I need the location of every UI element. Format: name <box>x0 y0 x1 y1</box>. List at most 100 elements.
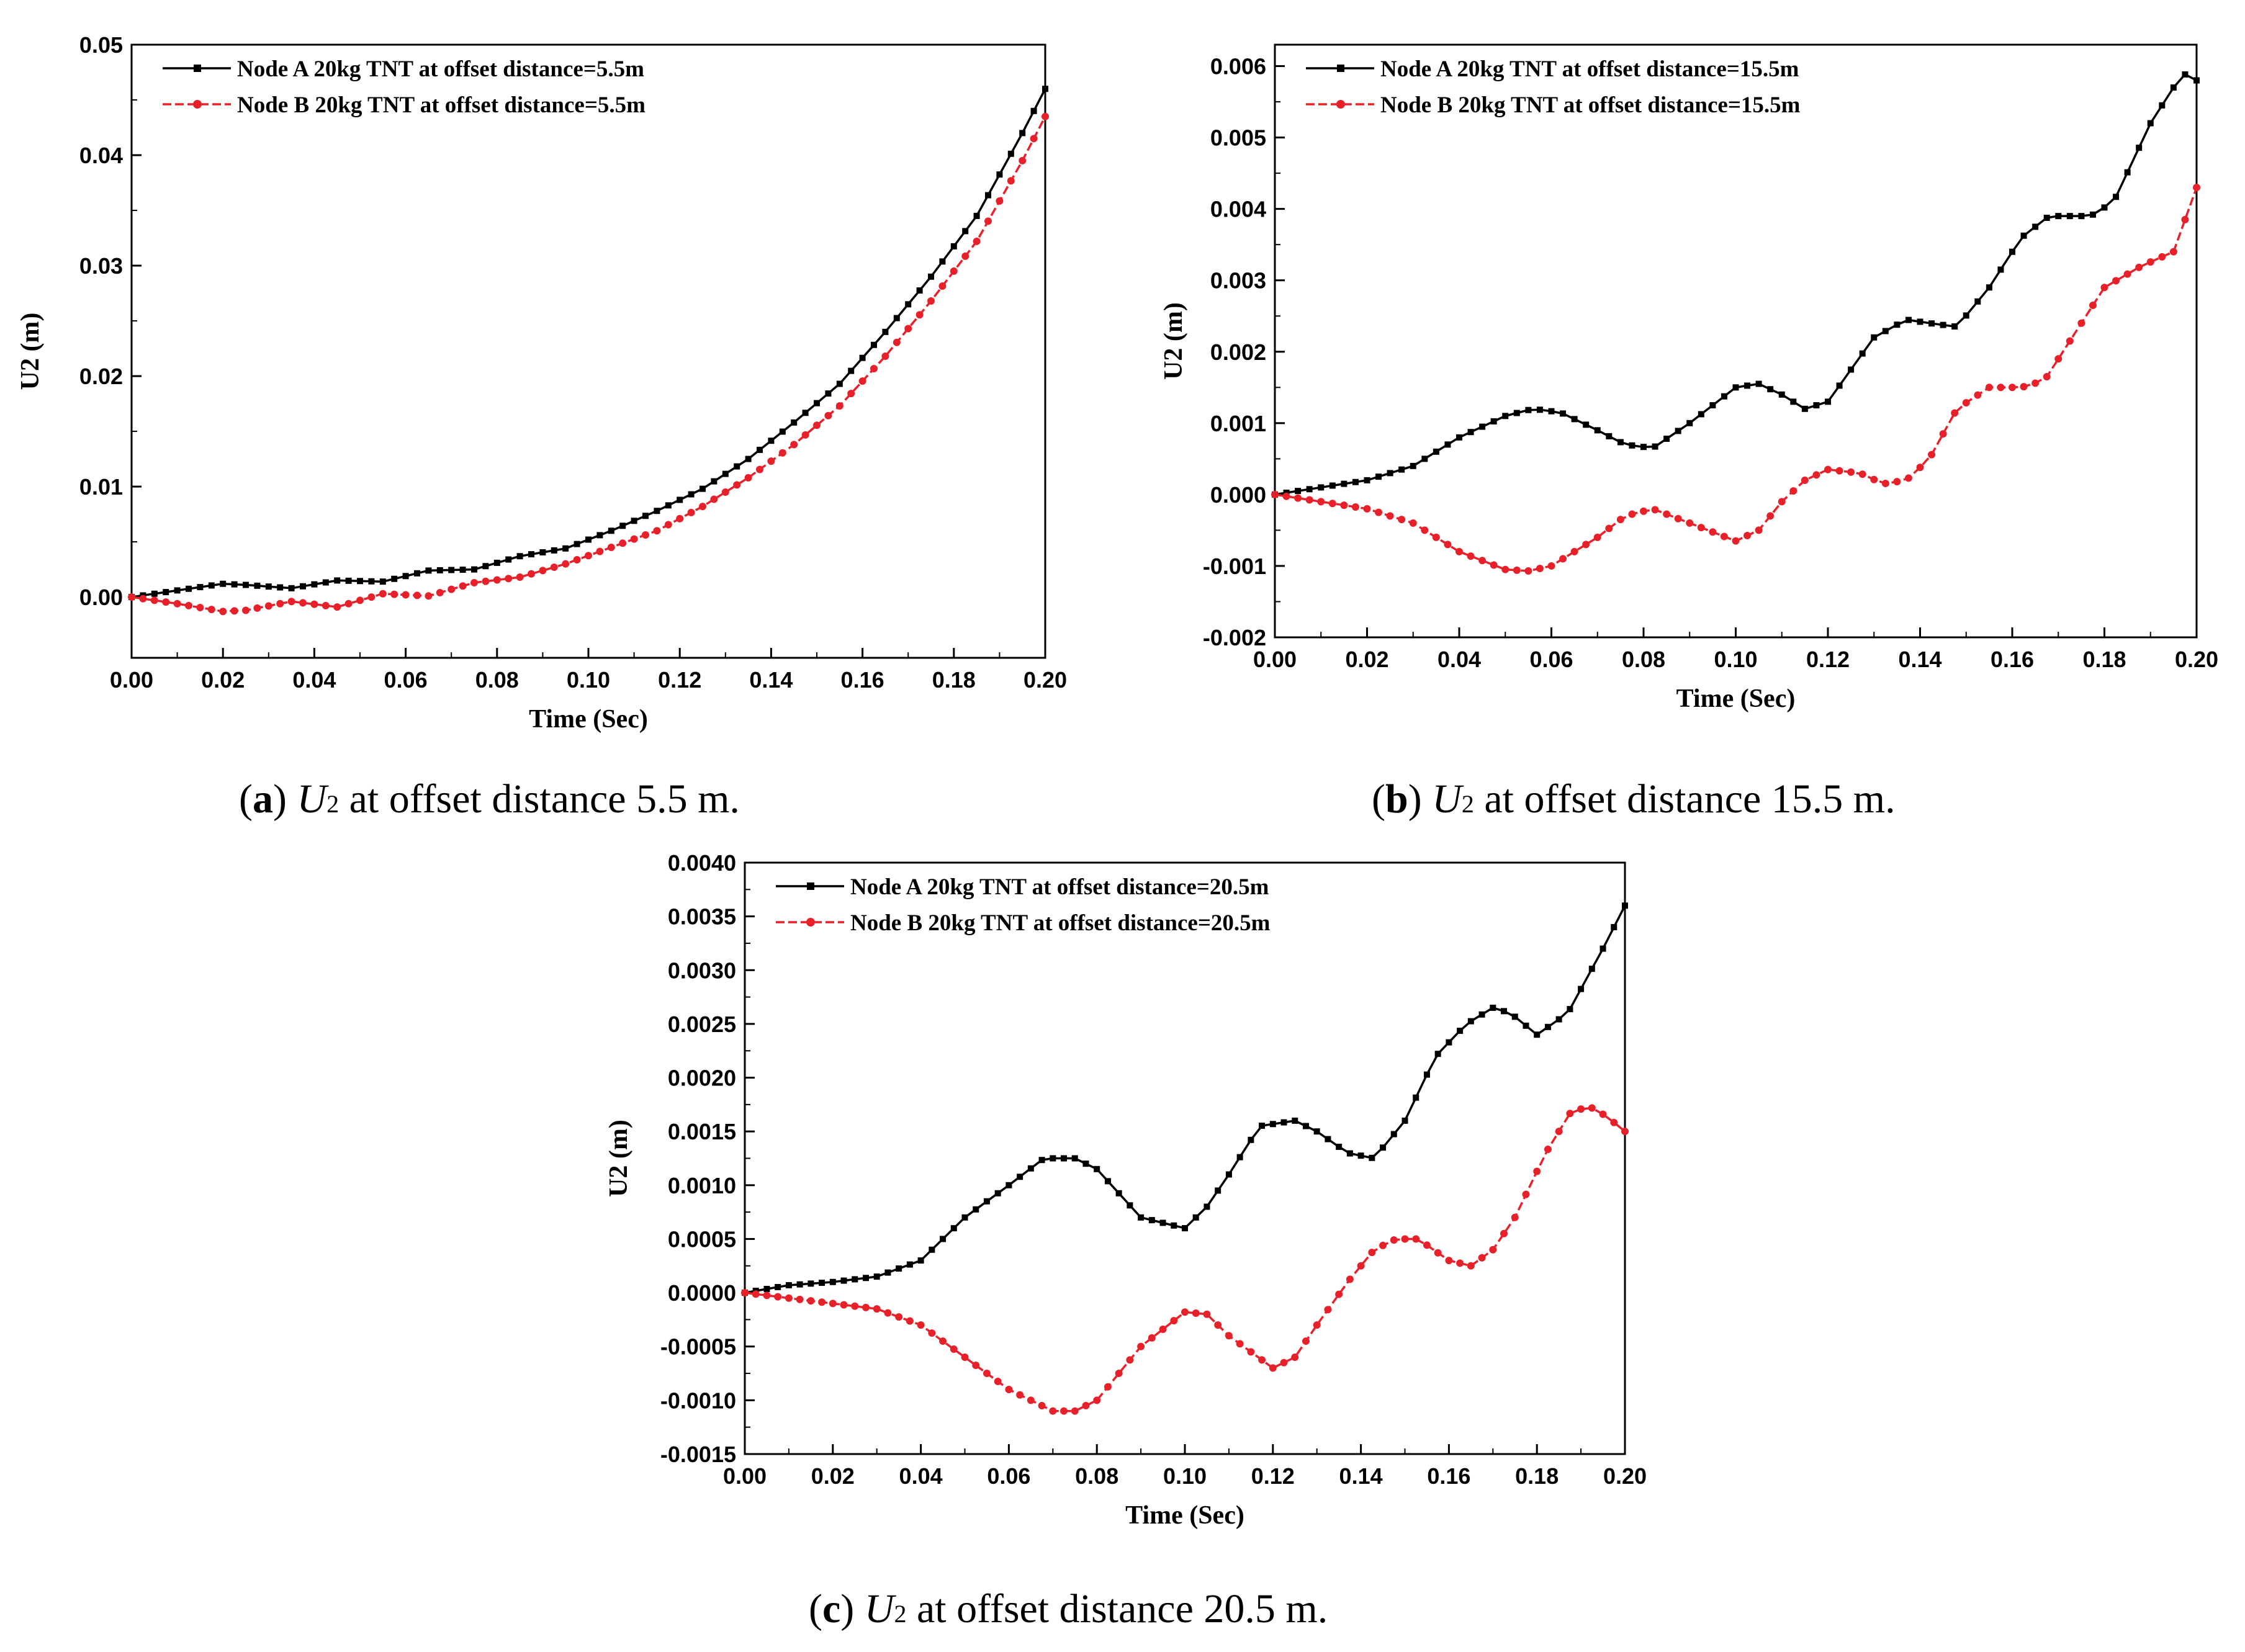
data-point-node-a-b <box>1871 334 1878 341</box>
data-point-node-a-c <box>785 1282 792 1288</box>
data-point-node-a-b <box>1410 462 1416 469</box>
data-point-node-b-c <box>1126 1356 1134 1364</box>
data-point-node-a-b <box>2170 84 2177 91</box>
data-point-node-a-a <box>231 581 238 588</box>
data-point-node-a-a <box>425 567 432 574</box>
y-axis-title-c: U2 (m) <box>605 1120 633 1197</box>
data-point-node-b-c <box>796 1295 804 1303</box>
series-line-a-node-a <box>131 88 1046 598</box>
data-point-node-a-a <box>357 578 363 585</box>
data-point-node-b-c <box>1423 1241 1431 1249</box>
data-point-node-b-b <box>2100 284 2108 292</box>
data-point-node-a-c <box>1071 1155 1078 1162</box>
y-tick-label-a: 0.03 <box>79 253 123 279</box>
data-point-node-b-a <box>356 596 364 604</box>
data-point-node-b-b <box>2146 258 2154 266</box>
data-point-node-a-b <box>1663 435 1670 442</box>
data-point-node-a-a <box>1007 150 1014 157</box>
data-point-node-b-a <box>139 595 147 603</box>
data-point-node-b-c <box>994 1378 1002 1386</box>
data-point-node-a-a <box>482 563 489 570</box>
data-point-node-a-b <box>1560 410 1567 417</box>
data-point-node-a-b <box>1732 384 1739 391</box>
y-tick-label-a: 0.00 <box>79 585 123 610</box>
data-point-node-a-c <box>1446 1039 1452 1046</box>
caption-c-text: at offset distance 20.5 m. <box>906 1586 1328 1632</box>
data-point-node-a-a <box>745 456 752 462</box>
caption-b-subscript: 2 <box>1461 790 1474 818</box>
data-point-node-a-c <box>1302 1123 1309 1129</box>
data-point-node-a-b <box>1594 427 1601 434</box>
data-point-node-b-b <box>1743 532 1752 540</box>
data-point-node-b-b <box>1478 557 1487 565</box>
data-point-node-a-c <box>1478 1011 1485 1018</box>
data-point-node-b-a <box>858 377 866 385</box>
data-point-node-b-a <box>619 539 627 547</box>
data-point-node-a-c <box>1104 1178 1111 1185</box>
data-point-node-b-c <box>1280 1358 1288 1367</box>
data-point-node-b-c <box>1478 1254 1486 1262</box>
data-point-node-b-b <box>1881 480 1889 488</box>
data-point-node-a-b <box>1721 393 1727 400</box>
data-point-node-b-a <box>379 590 387 598</box>
data-point-node-b-c <box>1016 1391 1024 1399</box>
data-point-node-b-c <box>1445 1257 1453 1265</box>
data-point-node-b-c <box>862 1303 870 1311</box>
data-point-node-b-c <box>928 1329 936 1337</box>
data-point-node-b-a <box>881 352 889 361</box>
data-point-node-a-b <box>1882 328 1889 334</box>
data-point-node-a-a <box>459 567 466 573</box>
caption-a-text: at offset distance 5.5 m. <box>339 776 740 822</box>
data-point-node-b-a <box>459 582 467 590</box>
data-point-node-a-c <box>1115 1190 1122 1196</box>
data-point-node-b-a <box>870 365 878 373</box>
data-point-node-a-b <box>1686 420 1693 426</box>
data-point-node-a-c <box>1534 1031 1541 1038</box>
data-point-node-b-b <box>1628 510 1636 518</box>
data-point-node-a-c <box>1588 966 1595 972</box>
caption-a-variable: U <box>297 776 327 822</box>
data-point-node-a-c <box>961 1214 968 1221</box>
data-point-node-b-b <box>2077 319 2085 327</box>
data-point-node-a-b <box>1974 298 1981 305</box>
data-point-node-a-b <box>2193 77 2200 84</box>
data-point-node-b-a <box>128 593 135 601</box>
data-point-node-b-a <box>562 560 570 568</box>
data-point-node-a-b <box>1352 478 1359 485</box>
data-point-node-b-c <box>983 1370 991 1378</box>
data-point-node-a-b <box>2020 232 2027 239</box>
x-tick-label-a: 0.02 <box>201 667 245 693</box>
x-axis-title-a: Time (Sec) <box>529 705 648 734</box>
data-point-node-a-c <box>929 1246 935 1253</box>
data-point-node-a-c <box>1269 1121 1276 1128</box>
data-point-node-b-b <box>2054 355 2063 363</box>
data-point-node-b-a <box>756 465 763 474</box>
data-point-node-a-b <box>1801 405 1808 412</box>
x-tick-label-b: 0.16 <box>1991 647 2034 672</box>
data-point-node-b-a <box>482 577 490 585</box>
x-tick-label-b: 0.00 <box>1253 647 1297 672</box>
y-tick-label-a: 0.05 <box>79 32 123 58</box>
data-point-node-b-b <box>1835 467 1843 475</box>
data-point-node-b-c <box>1236 1340 1244 1348</box>
data-point-node-a-a <box>322 579 329 586</box>
data-point-node-b-c <box>818 1298 826 1306</box>
y-tick-label-c: -0.0010 <box>660 1388 736 1413</box>
y-tick-label-c: 0.0035 <box>668 904 736 930</box>
data-point-node-b-c <box>906 1317 914 1325</box>
legend-marker-b <box>1337 65 1344 72</box>
data-point-node-b-c <box>950 1345 958 1353</box>
data-point-node-b-c <box>1060 1407 1068 1415</box>
data-point-node-a-b <box>1387 470 1393 477</box>
data-point-node-a-b <box>1894 321 1901 328</box>
data-point-node-a-c <box>884 1269 891 1276</box>
data-point-node-a-a <box>722 470 729 477</box>
data-point-node-a-a <box>436 567 443 573</box>
data-point-node-a-b <box>2101 204 2108 211</box>
plot-frame-a <box>130 43 1046 659</box>
data-point-node-b-c <box>851 1302 859 1310</box>
data-point-node-b-a <box>402 591 410 599</box>
data-point-node-b-c <box>1071 1407 1079 1415</box>
data-point-node-b-c <box>1225 1332 1233 1340</box>
